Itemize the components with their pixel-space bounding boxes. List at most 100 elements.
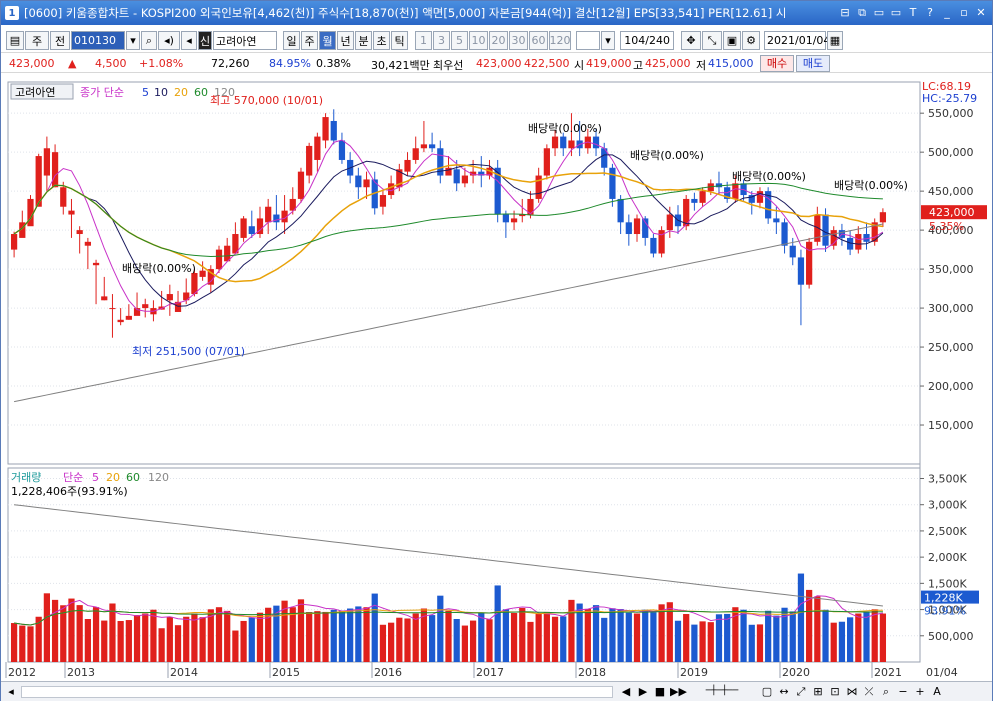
play-icon[interactable]: ▶ (638, 685, 648, 698)
crosshair-icon[interactable]: ✥ (681, 31, 701, 50)
text-icon[interactable]: T (909, 6, 917, 19)
volume-bar (27, 626, 34, 662)
settings-icon[interactable]: ⚙ (742, 31, 760, 50)
volume-bar (633, 613, 641, 662)
dividend-annotation: 배당락(0.00%) (528, 122, 602, 135)
tool-icon[interactable]: ⤢ (796, 685, 806, 698)
price-volume-chart[interactable]: 150,000 200,000 250,000 300,000 350,000 400,0… (2, 74, 992, 679)
stock-code-input[interactable]: 010130 (71, 31, 125, 50)
volume-legend-ma20: 20 (106, 471, 120, 484)
up-arrow-icon: ▲ (68, 57, 77, 70)
search-icon[interactable]: ⌕ (141, 31, 157, 50)
close-icon[interactable]: ✕ (976, 6, 986, 19)
y-tick-label: 250,000 (928, 341, 974, 354)
font-size-icon[interactable]: A (933, 685, 941, 698)
volume-bar (84, 619, 91, 662)
period-day-button[interactable]: 일 (283, 31, 300, 50)
bar-count[interactable]: 104/240 (620, 31, 674, 50)
volume-bar (265, 607, 272, 662)
x-tick-label: 01/04 (926, 666, 958, 679)
menu-icon[interactable]: ⊟ (840, 6, 850, 19)
custom-interval-input[interactable] (576, 31, 600, 50)
scroll-left-icon[interactable]: ◂ (8, 685, 14, 698)
interval-button[interactable]: 120 (549, 31, 571, 50)
period-month-button[interactable]: 월 (319, 31, 336, 50)
link-icon[interactable]: ⧉ (858, 6, 866, 19)
window-icon[interactable]: ▭ (873, 6, 885, 19)
x-tick-label: 2016 (374, 666, 402, 679)
candle-body (642, 218, 649, 238)
tool-icon[interactable]: ↔ (779, 685, 789, 698)
volume-bar (347, 608, 354, 662)
minimize-icon[interactable]: _ (944, 6, 950, 19)
tool-icon[interactable]: ⋈ (846, 685, 858, 698)
chart-area[interactable]: 150,000 200,000 250,000 300,000 350,000 400,0… (2, 74, 992, 679)
layout-select-icon[interactable]: ▤ (6, 31, 24, 50)
tool-icon[interactable]: ⊞ (813, 685, 823, 698)
period-week-button[interactable]: 주 (301, 31, 318, 50)
interval-button[interactable]: 60 (529, 31, 548, 50)
y-tick-label: 1,500K (928, 577, 967, 590)
volume-bar (125, 620, 132, 662)
calendar-icon[interactable]: ▦ (827, 31, 843, 50)
candle-body (232, 234, 239, 254)
interval-button[interactable]: 20 (489, 31, 508, 50)
volume-bar (658, 604, 665, 662)
interval-button[interactable]: 1 (415, 31, 432, 50)
code-dropdown-icon[interactable]: ▾ (126, 31, 140, 50)
interval-button[interactable]: 10 (469, 31, 488, 50)
draw-icon[interactable]: ⤡ (702, 31, 722, 50)
candle-body (27, 198, 34, 227)
high-label: 고 (633, 59, 644, 72)
y-tick-label: 3,500K (928, 472, 967, 485)
period-tick-button[interactable]: 틱 (391, 31, 408, 50)
stop-icon[interactable]: ■ (654, 685, 666, 698)
volume-legend-ma60: 60 (126, 471, 140, 484)
period-minute-button[interactable]: 분 (355, 31, 372, 50)
zoom-icon[interactable]: ⌕ (882, 685, 890, 698)
layout-icon[interactable]: ▭ (890, 6, 902, 19)
ask-price: 423,000 (476, 57, 522, 70)
candle-body (306, 145, 313, 176)
tool-icon[interactable]: ⤫ (864, 685, 874, 698)
period-second-button[interactable]: 초 (373, 31, 390, 50)
save-icon[interactable]: ▣ (723, 31, 741, 50)
period-select[interactable]: 주 (25, 31, 49, 50)
candle-body (76, 230, 83, 235)
horizontal-scrollbar[interactable] (21, 686, 613, 698)
prev-select[interactable]: 전 (50, 31, 70, 50)
buy-button[interactable]: 매수 (760, 55, 794, 72)
play-back-icon[interactable]: ◀ (621, 685, 631, 698)
zoom-in-icon[interactable]: + (915, 685, 925, 698)
tool-icon[interactable]: ▢ (761, 685, 773, 698)
interval-button[interactable]: 30 (509, 31, 528, 50)
y-tick-label: 300,000 (928, 302, 974, 315)
candle-body (814, 214, 821, 242)
candle-body (60, 187, 67, 207)
volume-bar (355, 606, 362, 662)
volume-legend-ma120: 120 (148, 471, 169, 484)
candle-body (51, 152, 59, 188)
zoom-out-icon[interactable]: − (898, 685, 908, 698)
interval-dropdown-icon[interactable]: ▾ (601, 31, 615, 50)
volume-bar (642, 609, 649, 662)
date-input[interactable]: 2021/01/04 (764, 31, 830, 50)
period-year-button[interactable]: 년 (337, 31, 354, 50)
tool-icon[interactable]: ⊡ (830, 685, 840, 698)
sell-button[interactable]: 매도 (796, 55, 830, 72)
help-icon[interactable]: ? (927, 6, 933, 19)
sound-icon[interactable]: ◂) (158, 31, 180, 50)
maximize-icon[interactable]: ▫ (960, 6, 968, 19)
interval-button[interactable]: 5 (451, 31, 468, 50)
y-tick-label: 1,000K (928, 604, 967, 617)
speed-slider[interactable]: ─┼─┼── (705, 686, 739, 696)
low-annotation: 최저 251,500 (07/01) (132, 345, 245, 358)
interval-button[interactable]: 3 (433, 31, 450, 50)
price-marker-label: 423,000 (929, 206, 975, 219)
candle-body (199, 270, 206, 277)
window-number-badge[interactable]: 1 (5, 6, 19, 20)
fast-forward-icon[interactable]: ▶▶ (670, 685, 687, 698)
x-tick-label: 2014 (170, 666, 198, 679)
prev-stock-icon[interactable]: ◂ (181, 31, 197, 50)
volume-bar (847, 617, 854, 662)
